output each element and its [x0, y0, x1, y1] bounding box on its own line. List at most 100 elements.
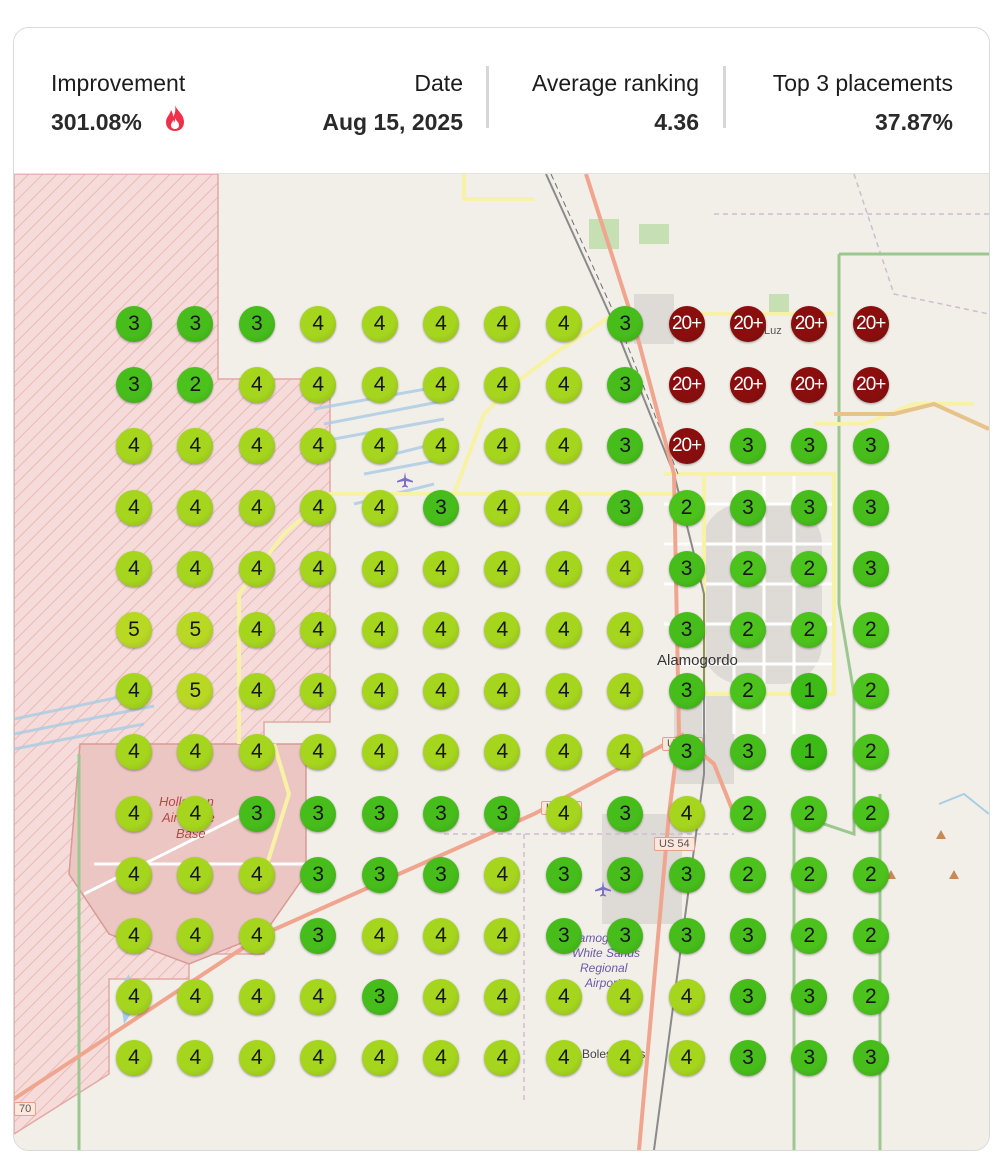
rank-pin[interactable]: 5 — [177, 612, 214, 648]
rank-pin[interactable]: 4 — [300, 489, 337, 526]
rank-pin[interactable]: 3 — [607, 367, 644, 404]
rank-pin[interactable]: 4 — [177, 734, 214, 771]
rank-pin[interactable]: 4 — [238, 367, 275, 404]
rank-pin[interactable]: 4 — [116, 1040, 152, 1077]
rank-pin[interactable]: 2 — [791, 550, 828, 587]
rank-pin[interactable]: 4 — [238, 673, 275, 710]
rank-pin[interactable]: 4 — [116, 428, 152, 465]
rank-pin[interactable]: 4 — [116, 918, 152, 954]
rank-pin[interactable]: 3 — [852, 1040, 889, 1077]
rank-pin[interactable]: 20+ — [852, 306, 889, 342]
rank-pin[interactable]: 4 — [484, 306, 521, 342]
rank-pin[interactable]: 4 — [545, 306, 582, 342]
rank-pin[interactable]: 3 — [484, 795, 521, 832]
rank-pin[interactable]: 3 — [730, 1040, 766, 1077]
rank-pin[interactable]: 4 — [607, 612, 644, 648]
rank-pin[interactable]: 4 — [484, 550, 521, 587]
rank-pin[interactable]: 4 — [177, 979, 214, 1016]
rank-pin[interactable]: 3 — [361, 795, 398, 832]
rank-pin[interactable]: 4 — [545, 367, 582, 404]
rank-pin[interactable]: 3 — [668, 550, 705, 587]
rank-pin[interactable]: 3 — [607, 856, 644, 893]
rank-pin[interactable]: 4 — [423, 979, 459, 1016]
rank-pin[interactable]: 4 — [238, 550, 275, 587]
rank-pin[interactable]: 3 — [607, 489, 644, 526]
rank-pin[interactable]: 4 — [423, 550, 459, 587]
rank-pin[interactable]: 3 — [730, 979, 766, 1016]
rank-pin[interactable]: 2 — [730, 673, 766, 710]
rank-pin[interactable]: 20+ — [730, 367, 766, 404]
rank-pin[interactable]: 3 — [545, 918, 582, 954]
rank-pin[interactable]: 4 — [177, 918, 214, 954]
rank-pin[interactable]: 3 — [607, 428, 644, 465]
rank-pin[interactable]: 4 — [484, 367, 521, 404]
rank-pin[interactable]: 5 — [116, 612, 152, 648]
rank-pin[interactable]: 4 — [116, 979, 152, 1016]
rank-pin[interactable]: 4 — [361, 612, 398, 648]
rank-pin[interactable]: 4 — [238, 918, 275, 954]
rank-pin[interactable]: 4 — [484, 673, 521, 710]
rank-pin[interactable]: 4 — [177, 550, 214, 587]
rank-pin[interactable]: 3 — [361, 856, 398, 893]
rank-pin[interactable]: 3 — [116, 306, 152, 342]
rank-pin[interactable]: 4 — [361, 734, 398, 771]
rank-pin[interactable]: 4 — [545, 550, 582, 587]
rank-pin[interactable]: 4 — [361, 306, 398, 342]
rank-pin[interactable]: 4 — [361, 489, 398, 526]
rank-pin[interactable]: 5 — [177, 673, 214, 710]
rank-pin[interactable]: 4 — [361, 673, 398, 710]
rank-pin[interactable]: 3 — [300, 856, 337, 893]
rank-pin[interactable]: 3 — [852, 489, 889, 526]
rank-pin[interactable]: 4 — [545, 734, 582, 771]
rank-pin[interactable]: 20+ — [668, 367, 705, 404]
rank-pin[interactable]: 3 — [300, 918, 337, 954]
rank-pin[interactable]: 4 — [545, 489, 582, 526]
rank-pin[interactable]: 4 — [177, 856, 214, 893]
rank-pin[interactable]: 3 — [730, 489, 766, 526]
rank-pin[interactable]: 20+ — [791, 367, 828, 404]
rank-pin[interactable]: 3 — [607, 795, 644, 832]
rank-pin[interactable]: 4 — [238, 489, 275, 526]
rank-pin[interactable]: 20+ — [730, 306, 766, 342]
rank-pin[interactable]: 3 — [791, 489, 828, 526]
rank-pin[interactable]: 4 — [116, 734, 152, 771]
rank-pin[interactable]: 3 — [545, 856, 582, 893]
map-view[interactable]: Alamogordo Holloman Air Force Base Alamo… — [14, 174, 989, 1150]
rank-pin[interactable]: 2 — [791, 612, 828, 648]
rank-pin[interactable]: 4 — [300, 306, 337, 342]
rank-pin[interactable]: 3 — [668, 673, 705, 710]
rank-pin[interactable]: 4 — [545, 979, 582, 1016]
rank-pin[interactable]: 4 — [423, 428, 459, 465]
rank-pin[interactable]: 4 — [300, 367, 337, 404]
rank-pin[interactable]: 2 — [852, 856, 889, 893]
rank-pin[interactable]: 4 — [300, 979, 337, 1016]
rank-pin[interactable]: 2 — [852, 795, 889, 832]
rank-pin[interactable]: 20+ — [791, 306, 828, 342]
rank-pin[interactable]: 4 — [300, 1040, 337, 1077]
rank-pin[interactable]: 4 — [423, 367, 459, 404]
rank-pin[interactable]: 4 — [423, 918, 459, 954]
rank-pin[interactable]: 4 — [607, 550, 644, 587]
rank-pin[interactable]: 4 — [484, 1040, 521, 1077]
rank-pin[interactable]: 4 — [423, 734, 459, 771]
rank-pin[interactable]: 20+ — [668, 428, 705, 465]
rank-pin[interactable]: 3 — [300, 795, 337, 832]
rank-pin[interactable]: 4 — [116, 550, 152, 587]
rank-pin[interactable]: 4 — [177, 489, 214, 526]
rank-pin[interactable]: 4 — [484, 979, 521, 1016]
rank-pin[interactable]: 2 — [668, 489, 705, 526]
rank-pin[interactable]: 4 — [300, 734, 337, 771]
rank-pin[interactable]: 4 — [116, 673, 152, 710]
rank-pin[interactable]: 3 — [791, 1040, 828, 1077]
rank-pin[interactable]: 3 — [730, 734, 766, 771]
rank-pin[interactable]: 4 — [361, 428, 398, 465]
rank-pin[interactable]: 4 — [238, 428, 275, 465]
rank-pin[interactable]: 4 — [300, 428, 337, 465]
rank-pin[interactable]: 4 — [177, 428, 214, 465]
rank-pin[interactable]: 4 — [423, 306, 459, 342]
rank-pin[interactable]: 2 — [730, 795, 766, 832]
rank-pin[interactable]: 4 — [668, 1040, 705, 1077]
rank-pin[interactable]: 4 — [238, 612, 275, 648]
rank-pin[interactable]: 3 — [116, 367, 152, 404]
rank-pin[interactable]: 2 — [177, 367, 214, 404]
